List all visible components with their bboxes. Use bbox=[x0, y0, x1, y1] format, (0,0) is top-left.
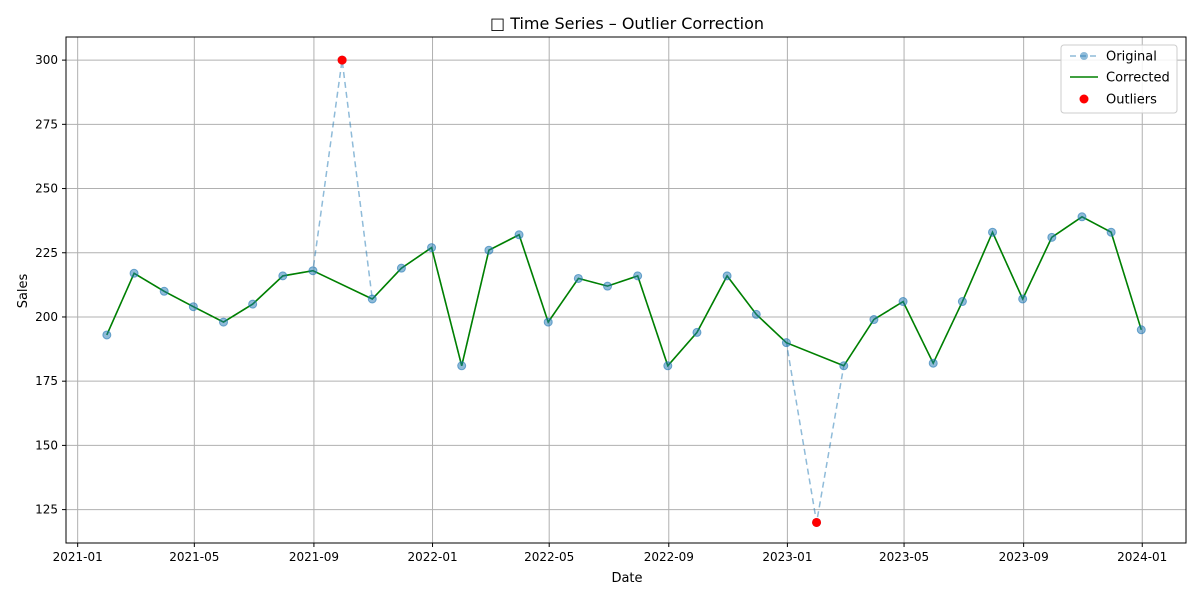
y-axis-title: Sales bbox=[16, 273, 31, 308]
x-tick-label: 2021-09 bbox=[289, 550, 339, 564]
x-tick-label: 2022-01 bbox=[407, 550, 457, 564]
grid-lines bbox=[66, 37, 1186, 543]
series-layer bbox=[102, 55, 1146, 527]
data-point-original bbox=[543, 317, 553, 327]
data-point-original bbox=[514, 230, 524, 240]
data-point-original bbox=[957, 297, 967, 307]
x-tick-label: 2021-05 bbox=[169, 550, 219, 564]
data-point-original bbox=[1136, 325, 1146, 335]
y-tick-label: 300 bbox=[35, 53, 58, 67]
data-point-original bbox=[427, 243, 437, 253]
x-tick-label: 2022-05 bbox=[524, 550, 574, 564]
y-tick-label: 250 bbox=[35, 182, 58, 196]
x-tick-label: 2023-09 bbox=[999, 550, 1049, 564]
data-point-original bbox=[308, 266, 318, 276]
series-line-corrected bbox=[106, 215, 1143, 368]
data-point-original bbox=[484, 245, 494, 255]
data-point-original bbox=[102, 330, 112, 340]
legend-label: Original bbox=[1106, 50, 1157, 65]
legend-marker-original bbox=[1080, 52, 1088, 60]
data-point-original bbox=[1106, 227, 1116, 237]
legend-label: Outliers bbox=[1106, 93, 1157, 108]
y-tick-label: 200 bbox=[35, 310, 58, 324]
data-point-original bbox=[751, 309, 761, 319]
y-tick-label: 150 bbox=[35, 438, 58, 452]
data-point-original bbox=[722, 271, 732, 281]
data-point-original bbox=[159, 286, 169, 296]
data-point-original bbox=[633, 271, 643, 281]
data-point-original bbox=[457, 361, 467, 371]
data-point-original bbox=[396, 263, 406, 273]
x-tick-label: 2024-01 bbox=[1117, 550, 1167, 564]
data-point-original bbox=[248, 299, 258, 309]
axis-ticks: 2021-01 2021-05 2021-09 2022-01 2022-05 2022-… bbox=[35, 53, 1167, 564]
data-point-original bbox=[928, 358, 938, 368]
chart-title: □ Time Series – Outlier Correction bbox=[490, 14, 764, 33]
legend-box bbox=[1060, 44, 1178, 114]
data-point-original bbox=[898, 297, 908, 307]
legend-marker-outliers bbox=[1079, 94, 1089, 104]
y-tick-label: 275 bbox=[35, 117, 58, 131]
data-point-original bbox=[219, 317, 228, 327]
data-point-original bbox=[988, 227, 998, 237]
data-point-original bbox=[603, 281, 613, 291]
legend: Original Corrected Outliers bbox=[1060, 44, 1178, 114]
data-point-original bbox=[129, 268, 139, 278]
y-tick-label: 225 bbox=[35, 246, 58, 260]
data-point-original bbox=[1018, 294, 1028, 304]
x-tick-label: 2022-09 bbox=[644, 550, 694, 564]
data-point-original bbox=[278, 271, 288, 281]
legend-label: Corrected bbox=[1106, 71, 1170, 86]
plot-frame bbox=[65, 36, 1187, 544]
data-point-original bbox=[781, 338, 791, 348]
data-point-original bbox=[869, 315, 879, 325]
series-line-original bbox=[106, 59, 1143, 523]
data-point-original bbox=[1047, 232, 1057, 242]
data-point-original bbox=[367, 294, 377, 304]
data-point-original bbox=[839, 361, 849, 371]
data-point-outlier bbox=[337, 55, 347, 65]
data-point-original bbox=[692, 327, 702, 337]
x-axis-title: Date bbox=[611, 571, 642, 586]
data-point-original bbox=[1077, 212, 1087, 222]
y-tick-label: 175 bbox=[35, 374, 58, 388]
x-tick-label: 2021-01 bbox=[53, 550, 103, 564]
x-tick-label: 2023-05 bbox=[879, 550, 929, 564]
data-point-original bbox=[573, 273, 583, 283]
data-point-original bbox=[188, 302, 198, 312]
data-point-outlier bbox=[812, 517, 822, 527]
y-tick-label: 125 bbox=[35, 503, 58, 517]
data-point-original bbox=[663, 361, 673, 371]
x-tick-label: 2023-01 bbox=[762, 550, 812, 564]
